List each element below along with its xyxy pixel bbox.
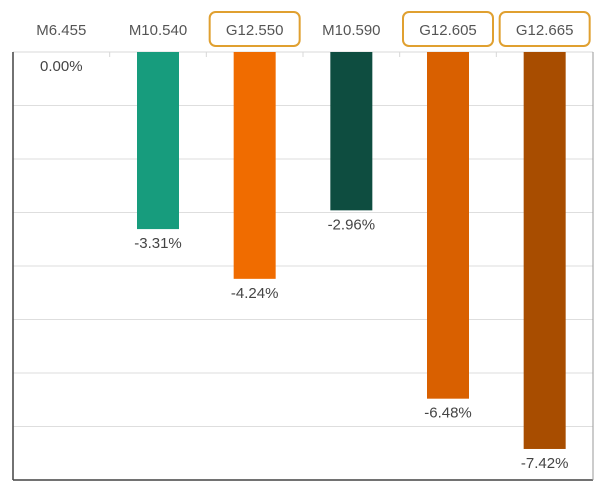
category-highlight-box bbox=[208, 11, 301, 47]
category-highlight-box bbox=[402, 11, 494, 47]
data-label: -6.48% bbox=[424, 405, 472, 422]
category-label: M10.590 bbox=[322, 22, 380, 39]
category-label: M6.455 bbox=[36, 22, 86, 39]
category-label: G12.605 bbox=[419, 22, 477, 39]
data-label: 0.00% bbox=[40, 58, 83, 75]
bar bbox=[137, 52, 179, 230]
data-label: -4.24% bbox=[231, 285, 279, 302]
category-label: G12.550 bbox=[226, 22, 284, 39]
bar bbox=[233, 52, 276, 279]
bar bbox=[523, 52, 566, 449]
data-label: -7.42% bbox=[521, 455, 569, 472]
category-highlight-box bbox=[498, 11, 591, 47]
bar bbox=[427, 52, 469, 399]
data-label: -3.31% bbox=[134, 235, 182, 252]
category-label: G12.665 bbox=[516, 22, 574, 39]
category-label: M10.540 bbox=[129, 22, 187, 39]
data-label: -2.96% bbox=[328, 216, 376, 233]
bar bbox=[330, 52, 373, 211]
